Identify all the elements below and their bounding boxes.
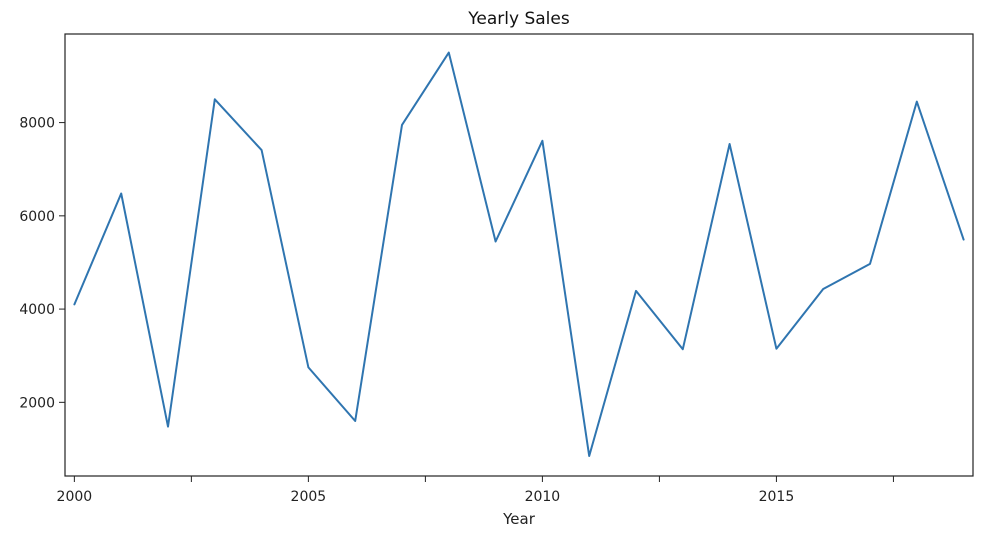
x-axis-title: Year (502, 510, 536, 528)
series-line (73, 51, 965, 457)
x-axis: 2000 2005 2010 2015 (57, 476, 894, 505)
y-tick-label: 6000 (19, 209, 55, 225)
y-tick-label: 8000 (19, 116, 55, 132)
chart-title: Yearly Sales (467, 9, 570, 29)
x-tick-label: 2015 (759, 489, 795, 505)
series-layer (73, 51, 965, 457)
x-tick-label: 2005 (291, 489, 327, 505)
x-tick-label: 2000 (57, 489, 93, 505)
y-tick-label: 4000 (19, 302, 55, 318)
y-tick-label: 2000 (19, 395, 55, 411)
plot-frame (64, 33, 974, 477)
y-axis: 2000 4000 6000 8000 (19, 116, 65, 411)
x-tick-label: 2010 (525, 489, 561, 505)
